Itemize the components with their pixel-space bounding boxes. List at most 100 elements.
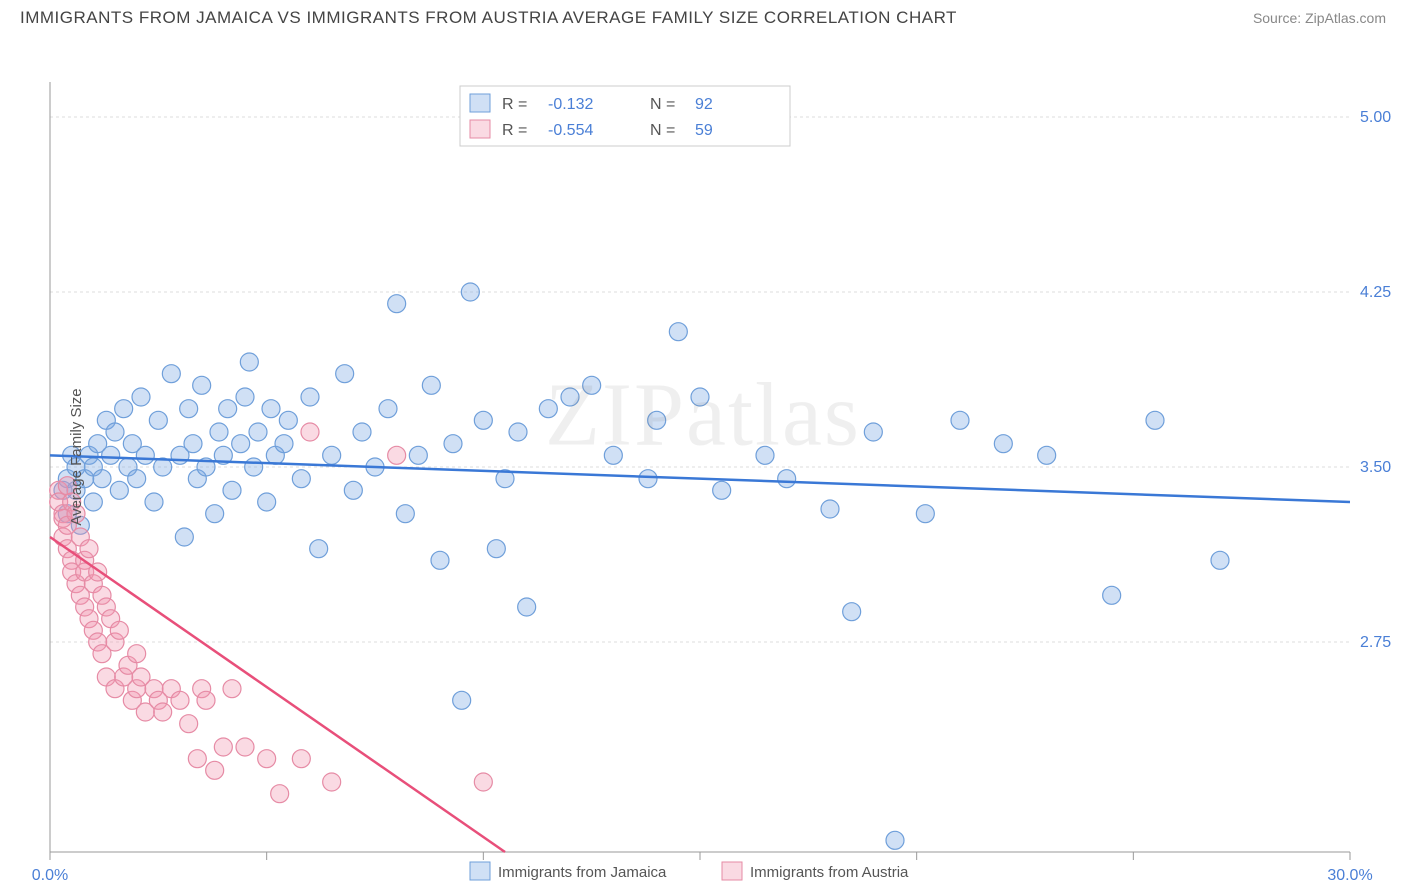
data-point <box>262 400 280 418</box>
data-point <box>379 400 397 418</box>
data-point <box>648 411 666 429</box>
data-point <box>639 470 657 488</box>
data-point <box>487 540 505 558</box>
data-point <box>115 400 133 418</box>
data-point <box>431 551 449 569</box>
data-point <box>916 505 934 523</box>
data-point <box>223 481 241 499</box>
data-point <box>258 750 276 768</box>
data-point <box>106 423 124 441</box>
data-point <box>84 493 102 511</box>
legend-label: Immigrants from Jamaica <box>498 864 667 881</box>
data-point <box>409 446 427 464</box>
data-point <box>323 773 341 791</box>
data-point <box>279 411 297 429</box>
data-point <box>843 603 861 621</box>
data-point <box>232 435 250 453</box>
data-point <box>604 446 622 464</box>
data-point <box>180 400 198 418</box>
data-point <box>292 750 310 768</box>
data-point <box>778 470 796 488</box>
data-point <box>180 715 198 733</box>
data-point <box>344 481 362 499</box>
data-point <box>171 691 189 709</box>
data-point <box>249 423 267 441</box>
chart-area: Average Family Size ZIPatlas 2.753.504.2… <box>0 32 1406 882</box>
y-tick-label: 4.25 <box>1360 284 1391 301</box>
data-point <box>539 400 557 418</box>
data-point <box>258 493 276 511</box>
data-point <box>388 295 406 313</box>
data-point <box>518 598 536 616</box>
stats-swatch <box>470 120 490 138</box>
data-point <box>175 528 193 546</box>
data-point <box>240 353 258 371</box>
data-point <box>206 761 224 779</box>
data-point <box>1103 586 1121 604</box>
data-point <box>691 388 709 406</box>
stats-r-value: -0.132 <box>548 96 593 113</box>
data-point <box>184 435 202 453</box>
data-point <box>93 470 111 488</box>
data-point <box>301 388 319 406</box>
data-point <box>388 446 406 464</box>
data-point <box>336 365 354 383</box>
stats-r-label: R = <box>502 122 527 139</box>
data-point <box>110 481 128 499</box>
data-point <box>422 376 440 394</box>
chart-title: IMMIGRANTS FROM JAMAICA VS IMMIGRANTS FR… <box>20 8 957 28</box>
data-point <box>474 411 492 429</box>
data-point <box>292 470 310 488</box>
data-point <box>154 703 172 721</box>
data-point <box>1146 411 1164 429</box>
data-point <box>713 481 731 499</box>
data-point <box>669 323 687 341</box>
stats-n-value: 59 <box>695 122 713 139</box>
data-point <box>110 621 128 639</box>
data-point <box>951 411 969 429</box>
y-tick-label: 5.00 <box>1360 109 1391 126</box>
data-point <box>197 691 215 709</box>
trend-line <box>50 455 1350 502</box>
y-tick-label: 2.75 <box>1360 634 1391 651</box>
data-point <box>271 785 289 803</box>
data-point <box>323 446 341 464</box>
data-point <box>396 505 414 523</box>
legend-label: Immigrants from Austria <box>750 864 909 881</box>
data-point <box>245 458 263 476</box>
data-point <box>102 446 120 464</box>
source-label: Source: ZipAtlas.com <box>1253 10 1386 26</box>
data-point <box>474 773 492 791</box>
data-point <box>310 540 328 558</box>
stats-swatch <box>470 94 490 112</box>
data-point <box>214 738 232 756</box>
x-axis-max-label: 30.0% <box>1327 867 1372 882</box>
data-point <box>206 505 224 523</box>
stats-n-value: 92 <box>695 96 713 113</box>
data-point <box>886 831 904 849</box>
legend-swatch <box>470 862 490 880</box>
data-point <box>1038 446 1056 464</box>
data-point <box>193 376 211 394</box>
y-tick-label: 3.50 <box>1360 459 1391 476</box>
data-point <box>994 435 1012 453</box>
data-point <box>301 423 319 441</box>
data-point <box>821 500 839 518</box>
data-point <box>444 435 462 453</box>
data-point <box>1211 551 1229 569</box>
stats-r-label: R = <box>502 96 527 113</box>
data-point <box>145 493 163 511</box>
data-point <box>219 400 237 418</box>
data-point <box>236 388 254 406</box>
data-point <box>80 540 98 558</box>
data-point <box>756 446 774 464</box>
data-point <box>583 376 601 394</box>
data-point <box>188 750 206 768</box>
data-point <box>561 388 579 406</box>
data-point <box>210 423 228 441</box>
x-axis-min-label: 0.0% <box>32 867 68 882</box>
stats-r-value: -0.554 <box>548 122 593 139</box>
data-point <box>132 388 150 406</box>
stats-n-label: N = <box>650 122 675 139</box>
legend-swatch <box>722 862 742 880</box>
